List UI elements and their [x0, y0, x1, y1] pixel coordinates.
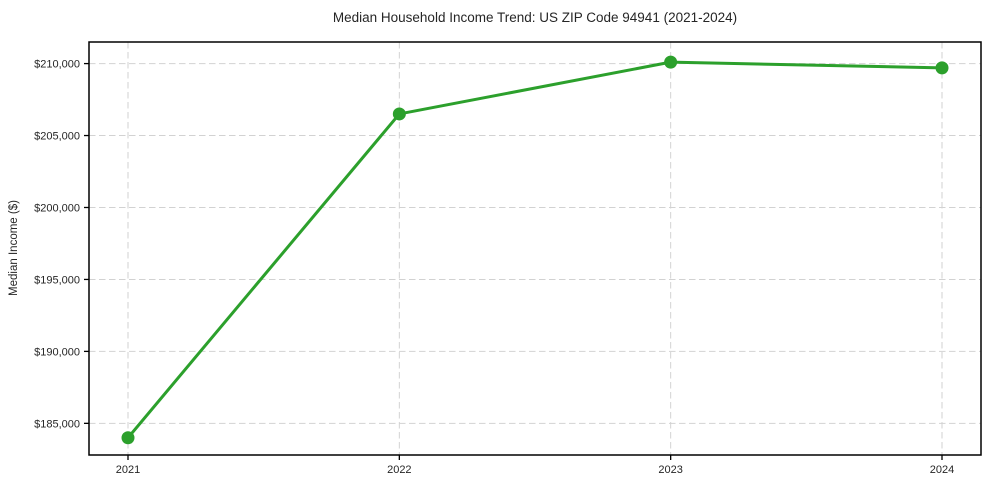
data-point-2021 — [121, 431, 135, 445]
data-point-2024 — [935, 61, 949, 75]
y-axis-label: Median Income ($) — [8, 200, 20, 296]
data-point-2023 — [664, 55, 678, 69]
trend-line — [126, 60, 944, 440]
data-point-2022 — [392, 107, 406, 121]
y-tick-label: $200,000 — [34, 202, 80, 214]
x-tick-label: 2021 — [116, 464, 140, 476]
y-tick-label: $195,000 — [34, 274, 80, 286]
grid-layer — [89, 42, 981, 455]
y-tick-label: $190,000 — [34, 346, 80, 358]
x-tick-label: 2022 — [387, 464, 411, 476]
x-tick-label: 2023 — [658, 464, 682, 476]
x-tick-label: 2024 — [930, 464, 954, 476]
y-tick-label: $205,000 — [34, 131, 80, 143]
y-tick-label: $185,000 — [34, 418, 80, 430]
axes-layer: $185,000 $190,000 $195,000 $200,000 $205,000… — [34, 59, 954, 476]
plot-border — [88, 41, 982, 456]
trend-line-series — [121, 55, 949, 445]
chart-title: Median Household Income Trend: US ZIP Co… — [333, 10, 737, 25]
y-tick-label: $210,000 — [34, 59, 80, 71]
